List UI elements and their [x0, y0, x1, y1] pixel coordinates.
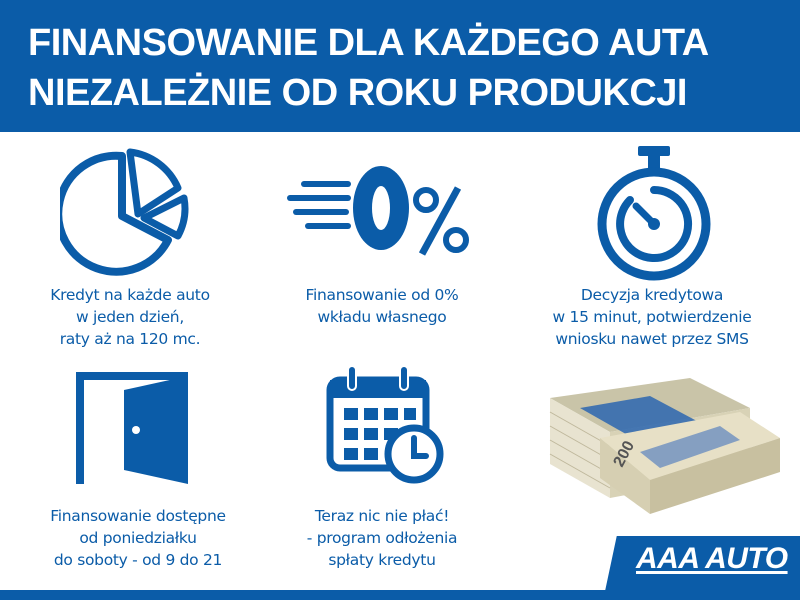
banknote-stack-image: 200 — [549, 378, 780, 514]
caption-line: Decyzja kredytowa — [580, 286, 724, 304]
caption-line: Kredyt na każde auto — [50, 286, 210, 304]
feature-caption-credit: Kredyt na każde auto w jeden dzień, raty… — [0, 284, 260, 350]
caption-line: - program odłożenia — [306, 529, 458, 547]
zero-percent-icon — [287, 166, 469, 256]
feature-caption-zero-percent: Finansowanie od 0% wkładu własnego — [252, 284, 512, 328]
caption-line: spłaty kredytu — [328, 551, 436, 569]
headline-line-2: NIEZALEŻNIE OD ROKU PRODUKCJI — [28, 72, 687, 114]
caption-line: Finansowanie dostępne — [50, 507, 226, 525]
caption-line: Teraz nic nie płać! — [314, 507, 450, 525]
calendar-clock-icon — [326, 365, 444, 484]
caption-line: od poniedziałku — [79, 529, 197, 547]
feature-caption-decision: Decyzja kredytowa w 15 minut, potwierdze… — [522, 284, 782, 350]
caption-line: w jeden dzień, — [76, 308, 184, 326]
stopwatch-icon — [597, 146, 711, 281]
header-banner: FINANSOWANIE DLA KAŻDEGO AUTA NIEZALEŻNI… — [0, 0, 800, 132]
caption-line: wkładu własnego — [317, 308, 447, 326]
pie-chart-icon — [60, 148, 189, 276]
feature-caption-deferral: Teraz nic nie płać! - program odłożenia … — [252, 505, 512, 571]
caption-line: do soboty - od 9 do 21 — [53, 551, 223, 569]
aaa-auto-logo: AAA AUTO — [636, 542, 788, 575]
open-door-icon — [76, 372, 188, 484]
caption-line: Finansowanie od 0% — [305, 286, 459, 304]
caption-line: raty aż na 120 mc. — [59, 330, 201, 348]
headline-line-1: FINANSOWANIE DLA KAŻDEGO AUTA — [28, 22, 709, 64]
caption-line: w 15 minut, potwierdzenie — [552, 308, 752, 326]
footer-band — [0, 590, 800, 600]
feature-caption-hours: Finansowanie dostępne od poniedziałku do… — [8, 505, 268, 571]
caption-line: wniosku nawet przez SMS — [555, 330, 749, 348]
